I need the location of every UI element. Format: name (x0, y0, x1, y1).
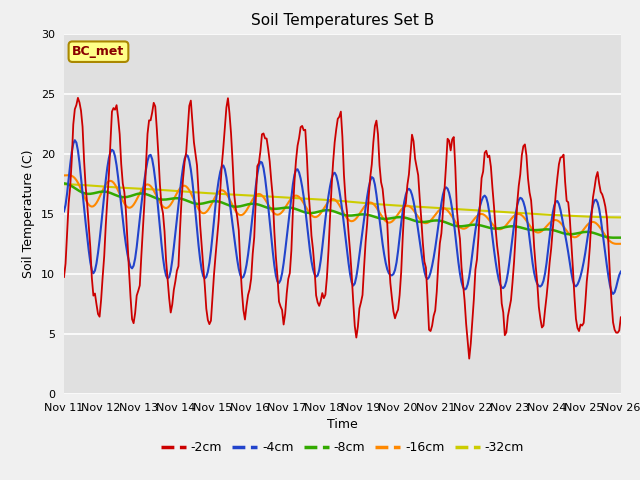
X-axis label: Time: Time (327, 418, 358, 431)
Text: BC_met: BC_met (72, 45, 125, 58)
Legend: -2cm, -4cm, -8cm, -16cm, -32cm: -2cm, -4cm, -8cm, -16cm, -32cm (156, 436, 529, 459)
Title: Soil Temperatures Set B: Soil Temperatures Set B (251, 13, 434, 28)
Y-axis label: Soil Temperature (C): Soil Temperature (C) (22, 149, 35, 278)
